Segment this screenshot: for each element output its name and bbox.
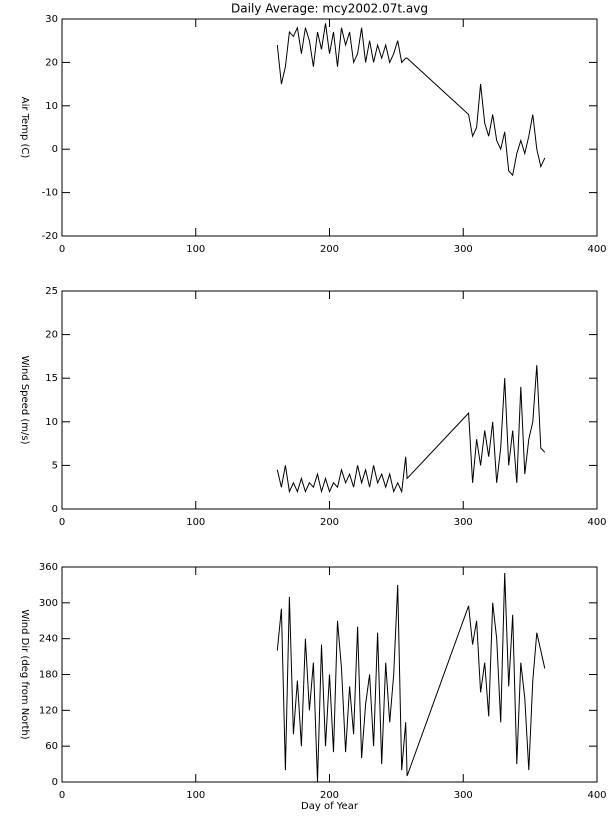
x-tick-label: 200 bbox=[320, 244, 339, 255]
y-tick-label: 180 bbox=[39, 670, 58, 681]
x-tick-label: 100 bbox=[186, 517, 205, 528]
y-tick-label: 300 bbox=[39, 598, 58, 609]
y-tick-label: 20 bbox=[45, 330, 58, 341]
x-tick-label: 300 bbox=[454, 790, 473, 801]
y-tick-label: 20 bbox=[45, 57, 58, 68]
y-tick-label: 60 bbox=[45, 741, 58, 752]
y-tick-label: -20 bbox=[42, 231, 58, 242]
data-line bbox=[276, 23, 546, 177]
y-tick-label: 240 bbox=[39, 634, 58, 645]
x-tick-label: 0 bbox=[59, 517, 65, 528]
chart-title: Daily Average: mcy2002.07t.avg bbox=[231, 2, 428, 16]
data-line bbox=[276, 365, 546, 494]
y-tick-label: 10 bbox=[45, 417, 58, 428]
x-tick-label: 100 bbox=[186, 244, 205, 255]
y-tick-label: 15 bbox=[45, 373, 58, 384]
y-axis-label: Wind Dir (deg from North) bbox=[19, 609, 30, 739]
x-tick-label: 400 bbox=[587, 517, 606, 528]
x-tick-label: 300 bbox=[454, 244, 473, 255]
y-axis-label: Air Temp (C) bbox=[19, 97, 30, 159]
x-tick-label: 300 bbox=[454, 517, 473, 528]
x-tick-label: 200 bbox=[320, 517, 339, 528]
y-tick-label: 360 bbox=[39, 562, 58, 573]
x-tick-label: 0 bbox=[59, 244, 65, 255]
y-tick-label: 10 bbox=[45, 101, 58, 112]
y-tick-label: -10 bbox=[42, 188, 58, 199]
y-tick-label: 0 bbox=[52, 144, 58, 155]
x-tick-label: 200 bbox=[320, 790, 339, 801]
y-tick-label: 5 bbox=[52, 460, 58, 471]
x-axis-label: Day of Year bbox=[301, 801, 359, 812]
x-tick-label: 400 bbox=[587, 244, 606, 255]
x-tick-label: 0 bbox=[59, 790, 65, 801]
y-tick-label: 25 bbox=[45, 286, 58, 297]
y-tick-label: 120 bbox=[39, 705, 58, 716]
y-tick-label: 0 bbox=[52, 777, 58, 788]
data-line bbox=[276, 572, 546, 783]
x-tick-label: 100 bbox=[186, 790, 205, 801]
y-axis-label: Wind Speed (m/s) bbox=[19, 356, 30, 445]
x-tick-label: 400 bbox=[587, 790, 606, 801]
y-tick-label: 0 bbox=[52, 504, 58, 515]
y-tick-label: 30 bbox=[45, 14, 58, 25]
